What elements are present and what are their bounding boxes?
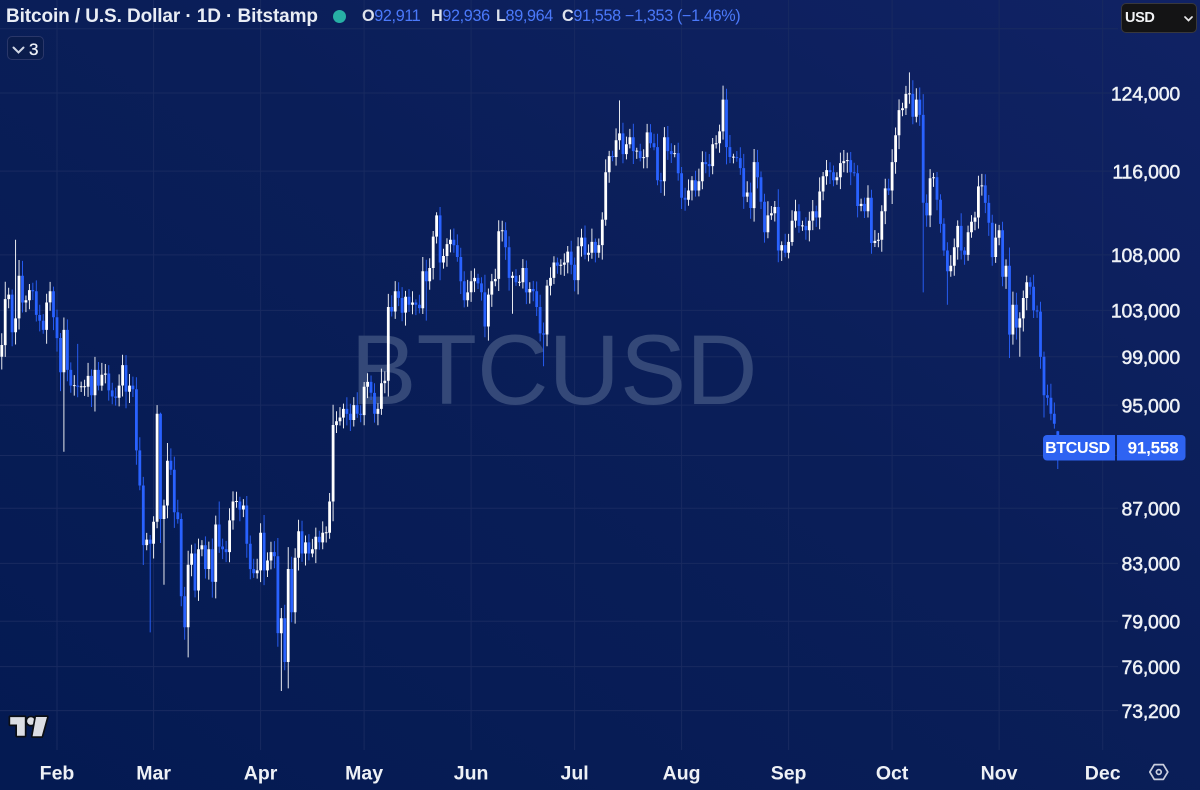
svg-text:Aug: Aug [663, 763, 701, 785]
svg-text:Oct: Oct [876, 763, 909, 785]
svg-text:Sep: Sep [771, 763, 807, 785]
svg-text:83,000: 83,000 [1122, 554, 1181, 576]
svg-text:87,000: 87,000 [1122, 499, 1181, 521]
svg-text:Nov: Nov [981, 763, 1018, 785]
svg-text:Mar: Mar [136, 763, 171, 785]
svg-text:99,000: 99,000 [1122, 347, 1181, 369]
svg-text:Jul: Jul [561, 763, 589, 785]
svg-text:124,000: 124,000 [1111, 83, 1180, 105]
svg-text:116,000: 116,000 [1112, 161, 1180, 183]
svg-text:BTCUSD: BTCUSD [350, 314, 757, 425]
svg-text:103,000: 103,000 [1111, 301, 1180, 323]
svg-text:May: May [345, 763, 383, 785]
svg-text:79,000: 79,000 [1122, 612, 1181, 634]
svg-text:95,000: 95,000 [1122, 395, 1181, 417]
svg-text:Feb: Feb [40, 763, 75, 785]
svg-text:108,000: 108,000 [1111, 245, 1180, 267]
svg-text:Dec: Dec [1085, 763, 1121, 785]
svg-text:Apr: Apr [244, 763, 278, 785]
svg-text:73,200: 73,200 [1122, 701, 1181, 723]
svg-text:Jun: Jun [454, 763, 489, 785]
svg-text:76,000: 76,000 [1122, 657, 1181, 679]
